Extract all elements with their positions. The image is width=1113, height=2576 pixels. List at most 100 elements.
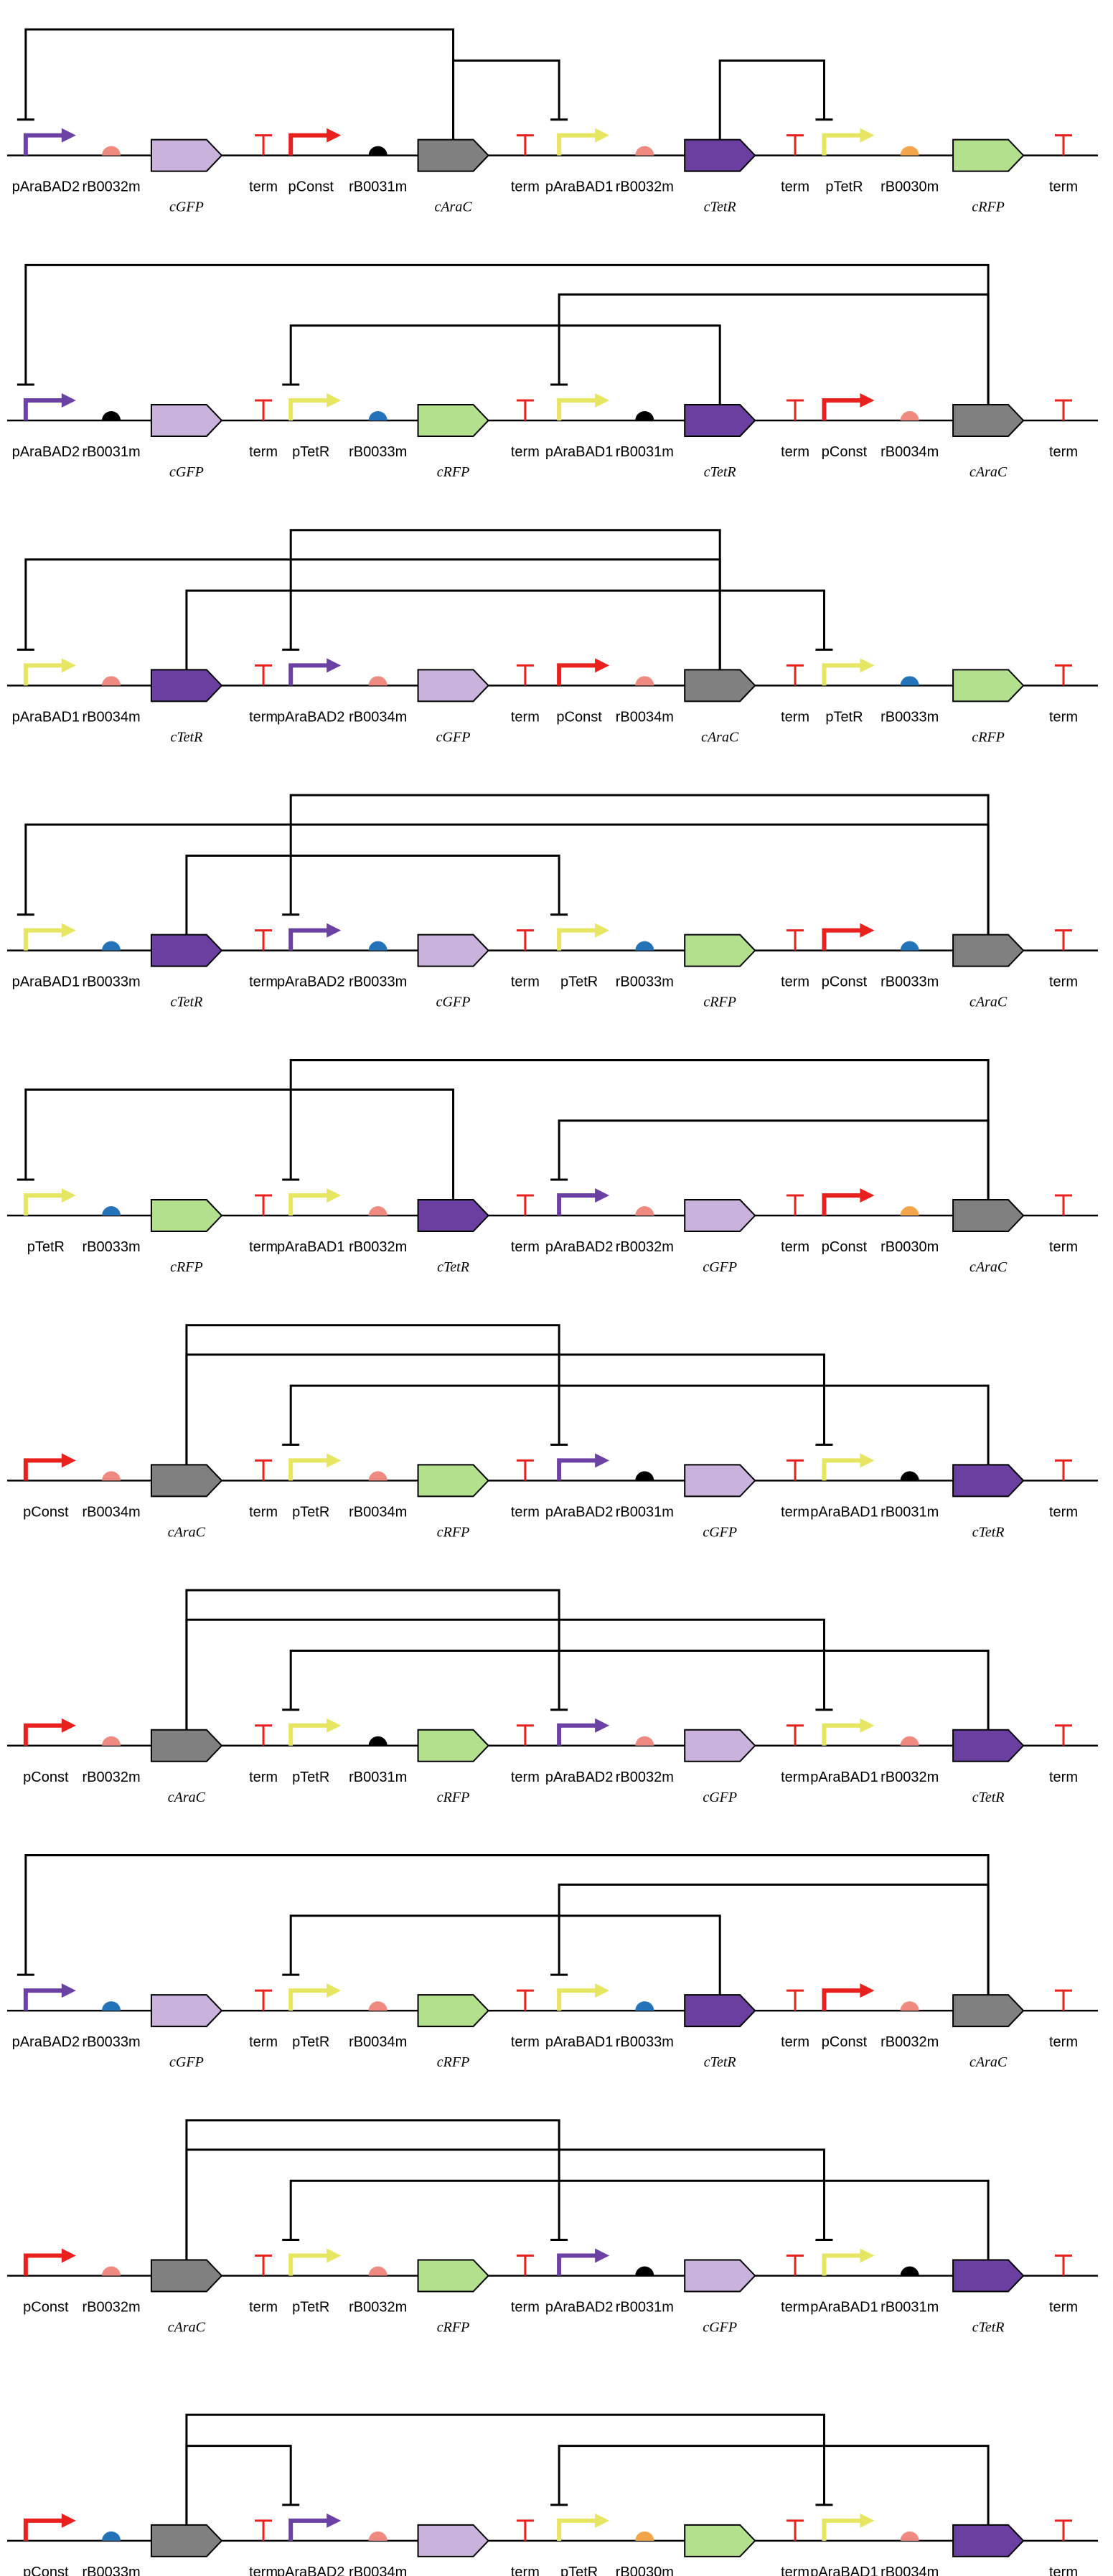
rB0033m-rbs-icon <box>102 2001 121 2011</box>
cds-label: cGFP <box>436 995 471 1010</box>
cTetR-cds-icon <box>952 1464 1025 1498</box>
terminator-icon <box>516 399 534 420</box>
cds-label: cAraC <box>701 729 739 745</box>
part-label: rB0032m <box>349 1239 407 1255</box>
part-label: term <box>511 179 540 195</box>
cGFP-cds-icon <box>684 1464 756 1498</box>
part-label: pConst <box>556 709 602 725</box>
cds-label: cTetR <box>704 464 736 480</box>
pAraBAD1-promoter-icon <box>23 928 67 951</box>
cds-label: cRFP <box>437 464 470 480</box>
pTetR-promoter-icon <box>822 133 866 156</box>
repression-arc <box>24 823 990 935</box>
pConst-promoter-icon <box>23 2518 67 2541</box>
promoter-arrowhead-icon <box>327 128 342 143</box>
cAraC-cds-icon <box>150 2524 223 2557</box>
repression-arc <box>24 28 455 140</box>
part-label: term <box>249 709 278 725</box>
cRFP-cds-icon <box>417 1994 489 2028</box>
pTetR-promoter-icon <box>288 398 333 420</box>
part-label: pConst <box>822 2034 868 2050</box>
promoter-arrowhead-icon <box>61 128 76 143</box>
cds-label: cGFP <box>436 729 471 745</box>
part-label: term <box>1049 179 1078 195</box>
pAraBAD2-promoter-icon <box>23 398 67 420</box>
terminator-icon <box>516 929 534 951</box>
rB0032m-rbs-icon <box>102 2266 121 2276</box>
pAraBAD1-promoter-icon <box>557 133 601 156</box>
cGFP-cds-icon <box>150 138 223 172</box>
promoter-arrowhead-icon <box>327 1718 342 1733</box>
pAraBAD2-promoter-icon <box>557 1458 601 1481</box>
cds-label: cRFP <box>437 2054 470 2070</box>
pConst-promoter-icon <box>23 1723 67 1746</box>
pAraBAD2-promoter-icon <box>288 2518 333 2541</box>
circuit-7: cAraC cRFP cGFP cTetR pConst rB0032m term pTetR… <box>7 1589 1098 1805</box>
terminator-icon <box>1055 134 1072 156</box>
rB0032m-rbs-icon <box>368 1206 388 1216</box>
cTetR-cds-icon <box>684 1994 756 2028</box>
promoter-arrowhead-icon <box>61 2513 76 2528</box>
repression-arc <box>185 854 560 935</box>
part-label: rB0033m <box>82 2034 140 2050</box>
promoter-arrowhead-icon <box>61 923 76 938</box>
promoter-arrowhead-icon <box>860 1453 875 1468</box>
part-label: rB0033m <box>880 709 939 725</box>
rB0031m-rbs-icon <box>635 2266 654 2276</box>
terminator-icon <box>786 2519 804 2541</box>
cGFP-cds-icon <box>417 669 489 702</box>
repression-arc <box>24 558 721 670</box>
part-label: pConst <box>822 1239 868 1255</box>
cTetR-cds-icon <box>417 1199 489 1233</box>
rB0033m-rbs-icon <box>102 941 121 951</box>
part-label: rB0032m <box>616 1769 674 1785</box>
part-label: rB0034m <box>349 2034 407 2050</box>
pConst-promoter-icon <box>822 398 866 420</box>
cds-label: cTetR <box>972 2319 1005 2335</box>
terminator-icon <box>786 399 804 420</box>
pAraBAD1-promoter-icon <box>822 2518 866 2541</box>
repression-arc <box>452 59 560 140</box>
rB0032m-rbs-icon <box>900 1736 919 1746</box>
rB0031m-rbs-icon <box>900 2266 919 2276</box>
part-label: rB0033m <box>349 974 407 990</box>
part-label: term <box>249 444 278 460</box>
cds-label: cRFP <box>972 729 1005 745</box>
part-label: rB0033m <box>82 1239 140 1255</box>
promoter-arrowhead-icon <box>61 1983 76 1998</box>
cRFP-cds-icon <box>417 1729 489 1762</box>
part-label: pAraBAD2 <box>545 1239 614 1255</box>
part-label: pAraBAD2 <box>12 2034 80 2050</box>
part-label: rB0031m <box>82 444 140 460</box>
terminator-icon <box>786 134 804 156</box>
rB0033m-rbs-icon <box>368 941 388 951</box>
terminator-icon <box>255 399 273 420</box>
part-label: term <box>781 1239 809 1255</box>
cds-label: cTetR <box>972 1524 1005 1540</box>
part-label: rB0032m <box>616 179 674 195</box>
part-label: pTetR <box>292 444 329 460</box>
rB0032m-rbs-icon <box>635 1736 654 1746</box>
promoter-arrowhead-icon <box>860 1188 875 1203</box>
repression-arc <box>185 2119 560 2260</box>
repression-arc <box>558 1119 990 1200</box>
promoter-arrowhead-icon <box>595 1983 610 1998</box>
part-label: pAraBAD1 <box>545 179 614 195</box>
part-label: rB0030m <box>880 1239 939 1255</box>
cTetR-cds-icon <box>150 934 223 967</box>
pTetR-promoter-icon <box>23 1193 67 1216</box>
promoter-arrowhead-icon <box>327 658 342 673</box>
cds-label: cAraC <box>168 2319 206 2335</box>
circuit-10: cAraCcGFPcRFPcTetRpConstrB0033mtermpAraB… <box>7 2413 1098 2576</box>
repression-arc <box>185 1589 560 1730</box>
pAraBAD2-promoter-icon <box>557 1723 601 1746</box>
part-label: pConst <box>23 1769 69 1785</box>
part-label: pAraBAD1 <box>12 974 80 990</box>
promoter-arrowhead-icon <box>327 392 342 408</box>
pAraBAD2-promoter-icon <box>288 928 333 951</box>
cds-label: cTetR <box>972 1790 1005 1805</box>
cds-label: cRFP <box>437 1524 470 1540</box>
cds-label: cGFP <box>169 2054 204 2070</box>
cAraC-cds-icon <box>952 1994 1025 2028</box>
